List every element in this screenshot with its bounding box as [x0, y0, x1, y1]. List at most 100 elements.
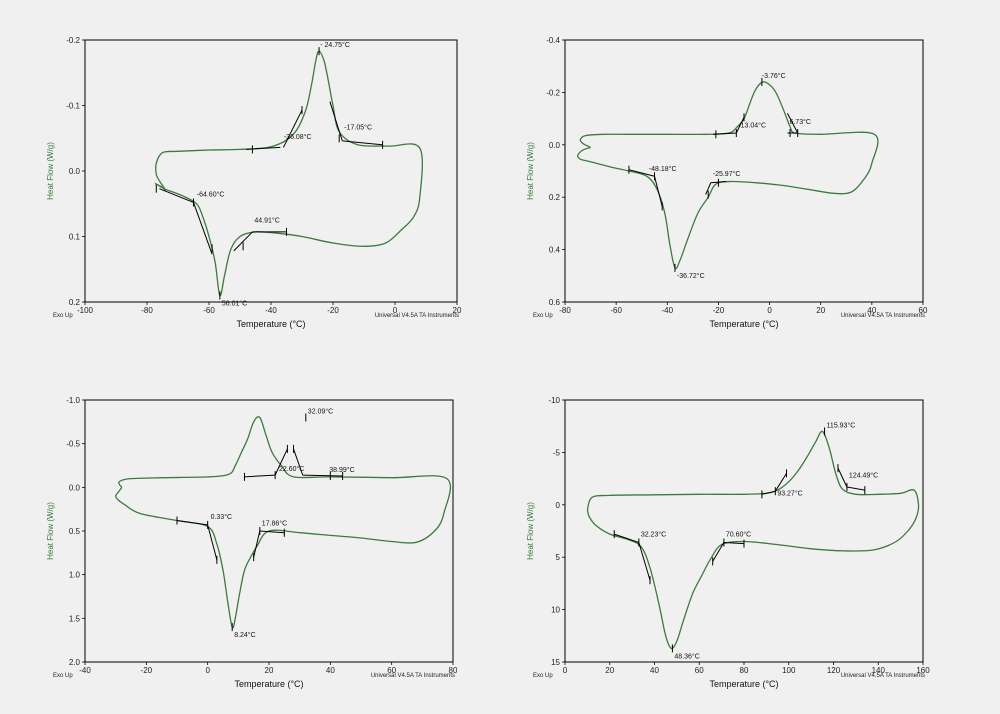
- temperature-annotation: 38.99°C: [329, 466, 354, 474]
- y-tick-label: -5: [553, 448, 561, 457]
- y-tick-label: -1.0: [66, 396, 80, 405]
- temperature-annotation: 0.33°C: [211, 513, 232, 521]
- temperature-annotation: 32.23°C: [641, 530, 666, 538]
- heat-flow-curve: [586, 430, 920, 650]
- x-tick-label: 20: [816, 306, 825, 315]
- y-tick-label: 0.0: [549, 141, 561, 150]
- tangent-line: [233, 231, 253, 252]
- y-tick-label: -0.5: [66, 440, 80, 449]
- tangent-line: [246, 146, 281, 150]
- tangent-line: [713, 132, 737, 135]
- y-tick-label: -0.2: [66, 36, 80, 45]
- temperature-annotation: -3.76°C: [762, 72, 786, 80]
- temperature-annotation: 93.27°C: [777, 490, 802, 498]
- temperature-annotation: -36.72°C: [677, 272, 705, 280]
- software-label: Universal V4.5A TA Instruments: [375, 313, 459, 319]
- tangent-line: [723, 542, 745, 545]
- dsc-chart-top-left: -100 -80 -60 -40 -20 0 20 -0.2 -0.1 0.0 0.1 0.2 Temp…: [46, 36, 462, 329]
- y-tick-label: 15: [551, 658, 560, 667]
- tangent-line: [253, 530, 261, 558]
- y-tick-label: -0.2: [546, 88, 560, 97]
- temperature-annotation: -36.08°C: [284, 133, 312, 141]
- x-tick-label: -20: [141, 666, 153, 675]
- x-tick-label: 0: [767, 306, 772, 315]
- x-tick-label: 120: [827, 666, 841, 675]
- tangent-line: [712, 542, 725, 562]
- x-tick-label: -80: [141, 306, 153, 315]
- y-tick-label: -0.4: [546, 36, 560, 45]
- y-tick-label: -0.1: [66, 102, 80, 111]
- tangent-line: [193, 202, 213, 255]
- x-tick-label: 0: [393, 306, 398, 315]
- tangent-line: [654, 176, 663, 207]
- y-tick-label: 2.0: [69, 658, 81, 667]
- y-tick-label: 1.5: [69, 614, 81, 623]
- temperature-annotation: 6.73°C: [789, 118, 810, 126]
- x-tick-label: 20: [453, 306, 462, 315]
- dsc-chart-bottom-right: 0 20 40 60 80 100 120 140 160 -10 -5 0 5 10 15 Temperat…: [526, 396, 930, 689]
- y-axis-label: Heat Flow (W/g): [526, 502, 535, 560]
- y-tick-label: 0.2: [69, 298, 81, 307]
- tangent-line: [837, 467, 848, 488]
- x-tick-label: 0: [205, 666, 210, 675]
- x-tick-label: 20: [605, 666, 614, 675]
- exo-up-label: Exo Up: [533, 313, 553, 319]
- tangent-line: [293, 448, 304, 476]
- x-tick-label: 60: [695, 666, 704, 675]
- temperature-annotation: -48.18°C: [649, 165, 677, 173]
- x-tick-label: 100: [782, 666, 796, 675]
- y-axis-label: Heat Flow (W/g): [46, 502, 55, 560]
- x-axis-label: Temperature (°C): [709, 679, 778, 689]
- temperature-annotation: -17.05°C: [344, 124, 372, 132]
- temperature-annotation: 8.24°C: [234, 631, 255, 639]
- y-tick-label: 0.4: [549, 246, 561, 255]
- temperature-annotation: -13.04°C: [738, 122, 766, 130]
- temperature-annotation: 124.49°C: [849, 472, 878, 480]
- software-label: Universal V4.5A TA Instruments: [841, 673, 925, 679]
- tangent-line: [244, 474, 276, 478]
- temperature-annotation: -64.60°C: [197, 190, 225, 198]
- y-tick-label: 0.0: [69, 167, 81, 176]
- y-tick-label: 5: [556, 553, 561, 562]
- temperature-annotation: 56.01°C: [222, 299, 247, 307]
- tangent-line: [705, 182, 712, 195]
- x-tick-label: 20: [265, 666, 274, 675]
- tangent-line: [761, 490, 776, 495]
- temperature-annotation: 32.09°C: [308, 407, 333, 415]
- tangent-line: [774, 473, 787, 492]
- heat-flow-curve: [577, 81, 879, 270]
- x-tick-label: -40: [265, 306, 277, 315]
- temperature-annotation: 115.93°C: [827, 421, 856, 429]
- y-tick-label: 1.0: [69, 571, 81, 580]
- temperature-annotation: -25.97°C: [713, 170, 741, 178]
- exo-up-label: Exo Up: [533, 673, 553, 679]
- dsc-chart-top-right: -80 -60 -40 -20 0 20 40 60 -0.4 -0.2 0.0 0.2 0.4 0.6 T…: [526, 36, 928, 329]
- tangent-line: [259, 530, 285, 534]
- x-tick-label: -60: [610, 306, 622, 315]
- x-axis-label: Temperature (°C): [234, 679, 303, 689]
- x-tick-label: 40: [326, 666, 335, 675]
- x-tick-label: -40: [79, 666, 91, 675]
- x-tick-label: 40: [867, 306, 876, 315]
- y-axis-label: Heat Flow (W/g): [46, 142, 55, 200]
- plot-frame: [84, 39, 458, 303]
- tangent-line: [735, 117, 745, 134]
- y-tick-label: 0: [556, 501, 561, 510]
- temperature-annotation: 48.36°C: [674, 652, 699, 660]
- y-tick-label: 10: [551, 606, 560, 615]
- heat-flow-curve: [115, 416, 452, 629]
- tangent-line: [638, 542, 651, 581]
- x-tick-label: -60: [203, 306, 215, 315]
- x-tick-label: 80: [740, 666, 749, 675]
- tangent-line: [274, 448, 288, 476]
- x-tick-label: 60: [387, 666, 396, 675]
- tangent-line: [628, 169, 655, 177]
- x-tick-label: 160: [916, 666, 930, 675]
- x-tick-label: 0: [563, 666, 568, 675]
- y-tick-label: 0.2: [549, 193, 561, 202]
- x-tick-label: 60: [919, 306, 928, 315]
- tangent-line: [282, 109, 303, 148]
- tangent-line: [787, 113, 799, 134]
- tangent-line: [207, 524, 218, 560]
